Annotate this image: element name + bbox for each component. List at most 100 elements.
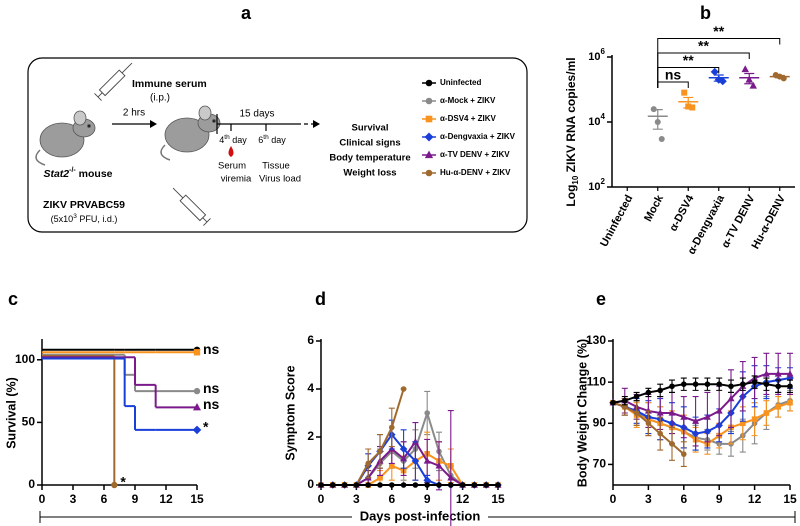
legend-marker (424, 150, 434, 159)
data-point (751, 416, 758, 422)
y-tick-label: 106 (588, 47, 605, 63)
y-tick-label: 2 (307, 429, 314, 443)
x-tick-label: 3 (645, 492, 652, 506)
data-point (774, 370, 782, 377)
data-point (365, 460, 372, 467)
y-tick-label: 4 (307, 381, 314, 395)
data-point (411, 457, 420, 465)
data-point (423, 457, 431, 464)
x-tick-label: 0 (39, 492, 46, 506)
x-axis-label: Days post-infection (360, 508, 481, 523)
error-bar (744, 72, 755, 85)
x-tick-label: 9 (716, 492, 723, 506)
significance-label: ns (203, 341, 220, 357)
y-tick-label: 90 (593, 415, 607, 429)
y-tick-label: 70 (593, 457, 607, 471)
end-marker (193, 349, 201, 356)
series-line (612, 377, 791, 435)
label-part: ZIKV RNA copies/ml (564, 57, 578, 175)
x-tick-label: 15 (491, 492, 505, 506)
text-part: 4 (219, 135, 224, 145)
legend-marker (425, 115, 433, 123)
data-point (400, 482, 407, 488)
data-point (377, 482, 383, 488)
data-point (389, 482, 395, 488)
data-point (424, 482, 431, 488)
end-marker (193, 387, 201, 395)
significance-label: ns (203, 396, 220, 412)
legend-label: α-Dengvaxia + ZIKV (440, 132, 516, 141)
data-point (669, 441, 675, 447)
y-tick-label: 102 (588, 177, 605, 193)
data-point (423, 476, 431, 484)
legend-label: α-Mock + ZIKV (440, 96, 496, 105)
series-line (321, 439, 498, 486)
label-part: Log (564, 185, 578, 207)
diagram-text: Virus load (259, 174, 301, 185)
mouse-icon (160, 105, 221, 161)
y-tick-label: 104 (588, 112, 605, 128)
data-point (610, 399, 616, 406)
data-point (740, 420, 746, 427)
x-tick-label: α-DSV4 (667, 192, 696, 233)
data-point (459, 482, 466, 488)
significance-bracket (657, 38, 781, 88)
syringe-icon (94, 62, 133, 101)
y-axis-label: Symptom Score (283, 365, 297, 460)
mouse-icon (35, 110, 96, 166)
outcome: Clinical signs (339, 138, 400, 149)
y-axis-label: Log10 ZIKV RNA copies/ml (564, 57, 580, 206)
diagram-text: Tissue (262, 161, 290, 172)
x-tick-label: 15 (783, 492, 797, 506)
legend-label: Hu-α-DENV + ZIKV (440, 168, 511, 177)
x-tick-label: 0 (318, 492, 325, 506)
data-point (436, 482, 442, 488)
data-point (365, 482, 372, 488)
data-point (622, 397, 628, 404)
text-part: PFU, i.d.) (77, 214, 118, 224)
arrowhead (150, 120, 157, 128)
data-point (716, 381, 722, 388)
y-tick-label: 6 (307, 333, 314, 347)
panel-label: a (241, 3, 252, 23)
label-subscript: 10 (571, 175, 580, 184)
diagram-text: 4th day (219, 134, 247, 146)
x-tick-label: 9 (132, 492, 139, 506)
data-point (763, 381, 770, 388)
text-part: day (230, 135, 248, 145)
data-point (633, 393, 640, 400)
series-line (612, 372, 790, 423)
syringe-icon (172, 187, 211, 226)
legend-label: α-TV DENV + ZIKV (440, 150, 510, 159)
data-point (424, 410, 431, 416)
error-bar (683, 96, 694, 109)
data-point (762, 370, 770, 377)
data-point (787, 399, 793, 406)
diagram-text: 15 days (239, 109, 274, 120)
x-tick-label: 3 (70, 492, 77, 506)
x-tick-label: 6 (388, 492, 395, 506)
diagram-text: viremia (221, 174, 252, 185)
data-point (318, 482, 324, 488)
tick-exponent: 4 (601, 112, 606, 121)
data-point (341, 482, 348, 488)
text-part: Stat2 (43, 168, 69, 180)
data-point (389, 463, 395, 469)
y-axis-label: Body Weight Change (%) (575, 339, 589, 487)
data-point (495, 482, 501, 488)
data-point (786, 370, 794, 377)
tick-base: 10 (588, 181, 600, 193)
diagram-text: Stat2-/- mouse (43, 167, 112, 180)
data-point (448, 482, 454, 488)
shared-axis-bracket (39, 511, 796, 523)
data-point (681, 381, 687, 388)
panel-label: b (700, 3, 711, 23)
diagram-text: 6th day (258, 134, 286, 146)
x-tick-label: 12 (159, 492, 173, 506)
data-point (787, 383, 793, 390)
data-point (657, 387, 663, 394)
data-point (775, 383, 781, 390)
data-point (728, 383, 734, 390)
data-point (741, 65, 749, 73)
end-marker (193, 403, 201, 411)
